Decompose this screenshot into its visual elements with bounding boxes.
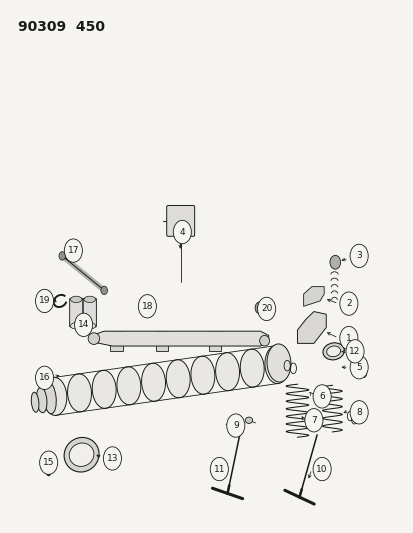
Text: 10: 10 xyxy=(316,465,327,473)
Circle shape xyxy=(103,447,121,470)
Text: 90309  450: 90309 450 xyxy=(18,20,104,34)
Ellipse shape xyxy=(266,344,290,382)
Text: 13: 13 xyxy=(107,454,118,463)
Text: 8: 8 xyxy=(356,408,361,417)
Text: 7: 7 xyxy=(310,416,316,425)
Circle shape xyxy=(64,239,82,262)
Ellipse shape xyxy=(47,471,51,476)
Polygon shape xyxy=(92,331,268,346)
Text: 14: 14 xyxy=(78,320,89,329)
Text: 1: 1 xyxy=(345,334,351,343)
Ellipse shape xyxy=(67,374,91,412)
Text: 2: 2 xyxy=(345,299,351,308)
Ellipse shape xyxy=(166,360,190,398)
Circle shape xyxy=(349,356,367,379)
Ellipse shape xyxy=(64,438,99,472)
Text: 17: 17 xyxy=(67,246,79,255)
Ellipse shape xyxy=(326,346,340,357)
Text: 19: 19 xyxy=(39,296,50,305)
Circle shape xyxy=(36,289,54,313)
Circle shape xyxy=(59,252,65,260)
Circle shape xyxy=(173,220,191,244)
Ellipse shape xyxy=(141,363,165,401)
FancyBboxPatch shape xyxy=(83,298,96,327)
Ellipse shape xyxy=(190,356,214,394)
Ellipse shape xyxy=(69,443,94,466)
Polygon shape xyxy=(110,331,122,351)
Ellipse shape xyxy=(70,296,82,303)
Text: 5: 5 xyxy=(356,363,361,372)
Text: 16: 16 xyxy=(39,373,50,382)
Ellipse shape xyxy=(244,417,252,423)
Text: 15: 15 xyxy=(43,458,54,467)
Polygon shape xyxy=(297,312,325,343)
Text: 6: 6 xyxy=(318,392,324,401)
Circle shape xyxy=(74,313,93,336)
Text: 18: 18 xyxy=(141,302,153,311)
Ellipse shape xyxy=(31,392,39,412)
Ellipse shape xyxy=(43,377,66,415)
FancyBboxPatch shape xyxy=(166,206,194,236)
Ellipse shape xyxy=(84,322,95,329)
Ellipse shape xyxy=(92,370,116,408)
Circle shape xyxy=(210,457,228,481)
Circle shape xyxy=(349,244,367,268)
Text: 3: 3 xyxy=(356,252,361,261)
Ellipse shape xyxy=(36,387,47,413)
Circle shape xyxy=(304,409,322,432)
Text: 4: 4 xyxy=(179,228,185,237)
Polygon shape xyxy=(303,287,323,306)
FancyBboxPatch shape xyxy=(69,298,83,327)
Circle shape xyxy=(349,401,367,424)
Circle shape xyxy=(257,297,275,320)
Circle shape xyxy=(40,451,57,474)
Circle shape xyxy=(36,366,54,390)
Ellipse shape xyxy=(84,296,95,303)
Polygon shape xyxy=(209,331,221,351)
Ellipse shape xyxy=(264,345,288,384)
Text: 9: 9 xyxy=(233,421,238,430)
Circle shape xyxy=(339,292,357,316)
Text: 11: 11 xyxy=(213,465,225,473)
Circle shape xyxy=(312,385,330,408)
Ellipse shape xyxy=(322,343,344,360)
Ellipse shape xyxy=(70,322,82,329)
Circle shape xyxy=(101,286,107,295)
Polygon shape xyxy=(155,331,168,351)
Ellipse shape xyxy=(259,335,269,346)
Ellipse shape xyxy=(240,349,263,387)
Text: 20: 20 xyxy=(260,304,272,313)
Ellipse shape xyxy=(43,382,56,414)
Text: 12: 12 xyxy=(349,347,360,356)
Circle shape xyxy=(254,302,263,314)
Circle shape xyxy=(226,414,244,437)
Ellipse shape xyxy=(116,367,140,405)
Circle shape xyxy=(312,457,330,481)
Circle shape xyxy=(329,255,340,269)
Circle shape xyxy=(138,295,156,318)
Circle shape xyxy=(339,326,357,350)
Ellipse shape xyxy=(88,333,100,344)
Circle shape xyxy=(345,340,363,363)
Ellipse shape xyxy=(215,353,239,391)
